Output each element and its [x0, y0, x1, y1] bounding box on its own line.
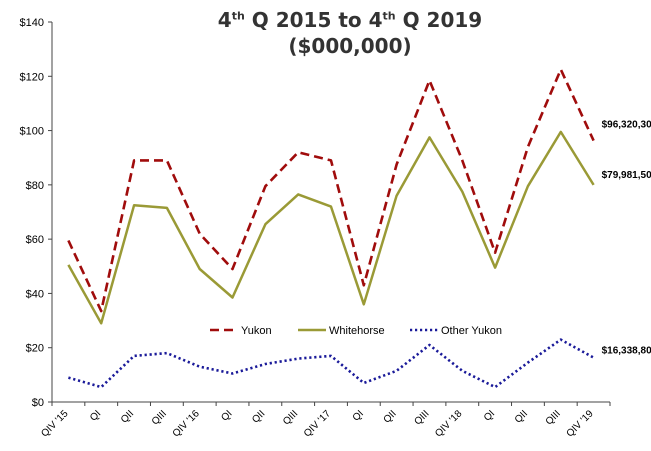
y-tick-label: $40: [26, 288, 44, 300]
chart-title-line-1: 4th Q 2015 to 4th Q 2019: [217, 8, 483, 32]
series-line-whitehorse: [67, 130, 595, 325]
y-tick-label: $140: [20, 17, 44, 29]
x-tick-label: QI: [482, 408, 497, 423]
y-tick-label: $120: [20, 71, 44, 83]
x-tick-label: QIV '15: [39, 408, 70, 439]
x-tick-label: QII: [513, 408, 530, 425]
legend-label: Other Yukon: [441, 325, 502, 337]
y-tick-label: $100: [20, 126, 44, 138]
end-data-label: $79,981,500: [602, 170, 651, 181]
x-tick-label: QII: [250, 408, 267, 425]
x-tick-label: QIII: [150, 408, 169, 427]
x-tick-label: QIV '17: [302, 408, 333, 439]
x-tick-label: QIII: [544, 408, 563, 427]
x-tick-label: QII: [382, 408, 399, 425]
series-line-other-yukon: [68, 338, 595, 389]
legend-label: Whitehorse: [329, 325, 385, 337]
chart-title-line-2: ($000,000): [288, 34, 412, 58]
x-tick-label: QI: [219, 408, 234, 423]
legend-label: Yukon: [241, 325, 272, 337]
x-tick-label: QII: [119, 408, 136, 425]
x-tick-label: QIV '16: [171, 408, 202, 439]
end-data-label: $96,320,300: [602, 120, 651, 131]
end-data-label: $16,338,800: [602, 346, 651, 357]
x-tick-label: QIII: [412, 408, 431, 427]
y-tick-label: $80: [26, 180, 44, 192]
y-tick-label: $0: [32, 397, 44, 409]
x-tick-label: QIV '18: [433, 408, 464, 439]
y-tick-label: $60: [26, 234, 44, 246]
x-tick-label: QI: [88, 408, 103, 423]
series-line-yukon: [67, 68, 595, 313]
y-tick-label: $20: [26, 343, 44, 355]
x-tick-label: QIV '19: [565, 408, 596, 439]
x-tick-label: QIII: [281, 408, 300, 427]
x-tick-label: QI: [351, 408, 366, 423]
